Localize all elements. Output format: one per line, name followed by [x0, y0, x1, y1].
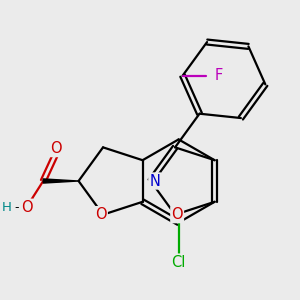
- Polygon shape: [43, 179, 79, 183]
- Text: N: N: [149, 173, 160, 188]
- Text: O: O: [95, 207, 107, 222]
- Text: O: O: [21, 200, 32, 215]
- Text: O: O: [171, 207, 183, 222]
- Text: F: F: [215, 68, 223, 83]
- Text: -: -: [14, 201, 18, 214]
- Text: H: H: [2, 201, 12, 214]
- Text: Cl: Cl: [171, 255, 186, 270]
- Text: O: O: [50, 141, 62, 156]
